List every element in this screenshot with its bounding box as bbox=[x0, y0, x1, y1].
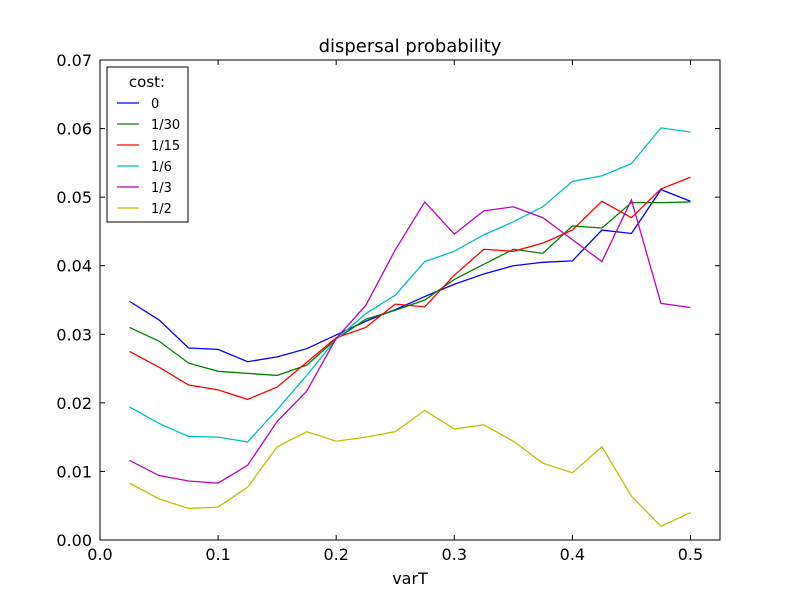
x-axis-label: varT bbox=[392, 569, 428, 588]
legend-label-2: 1/15 bbox=[151, 139, 180, 154]
y-tick-label: 0.04 bbox=[56, 257, 92, 276]
legend-label-5: 1/2 bbox=[151, 202, 172, 217]
legend: cost: 0 1/30 1/15 1/6 1/3 1/2 bbox=[106, 66, 189, 223]
x-tick-label: 0.2 bbox=[323, 545, 348, 564]
y-tick-label: 0.00 bbox=[56, 531, 92, 550]
plot-frame bbox=[99, 59, 721, 541]
y-tick-label: 0.06 bbox=[56, 120, 92, 139]
series-line-5 bbox=[129, 409, 691, 528]
x-tick-label: 0.5 bbox=[678, 545, 703, 564]
legend-title: cost: bbox=[129, 73, 165, 91]
y-tick-label: 0.07 bbox=[56, 51, 92, 70]
legend-label-3: 1/6 bbox=[151, 160, 172, 175]
chart-title: dispersal probability bbox=[319, 36, 502, 57]
series-layer bbox=[129, 127, 691, 528]
y-tick-label: 0.01 bbox=[56, 462, 92, 481]
legend-label-4: 1/3 bbox=[151, 181, 172, 196]
series-line-2 bbox=[129, 176, 691, 401]
y-tick-label: 0.03 bbox=[56, 325, 92, 344]
series-line-4 bbox=[129, 198, 691, 484]
y-tick-label: 0.05 bbox=[56, 188, 92, 207]
legend-label-1: 1/30 bbox=[151, 118, 180, 133]
series-line-3 bbox=[129, 127, 691, 443]
x-tick-label: 0.3 bbox=[442, 545, 467, 564]
x-tick-label: 0.4 bbox=[560, 545, 585, 564]
y-tick-label: 0.02 bbox=[56, 394, 92, 413]
series-line-0 bbox=[129, 188, 691, 363]
x-tick-label: 0.0 bbox=[87, 545, 112, 564]
ticks-layer: 0.0 0.1 0.2 0.3 0.4 0.5 0.00 0.01 0.02 0.03 0.04 0.… bbox=[56, 51, 720, 564]
legend-label-0: 0 bbox=[151, 97, 159, 112]
x-tick-label: 0.1 bbox=[205, 545, 230, 564]
